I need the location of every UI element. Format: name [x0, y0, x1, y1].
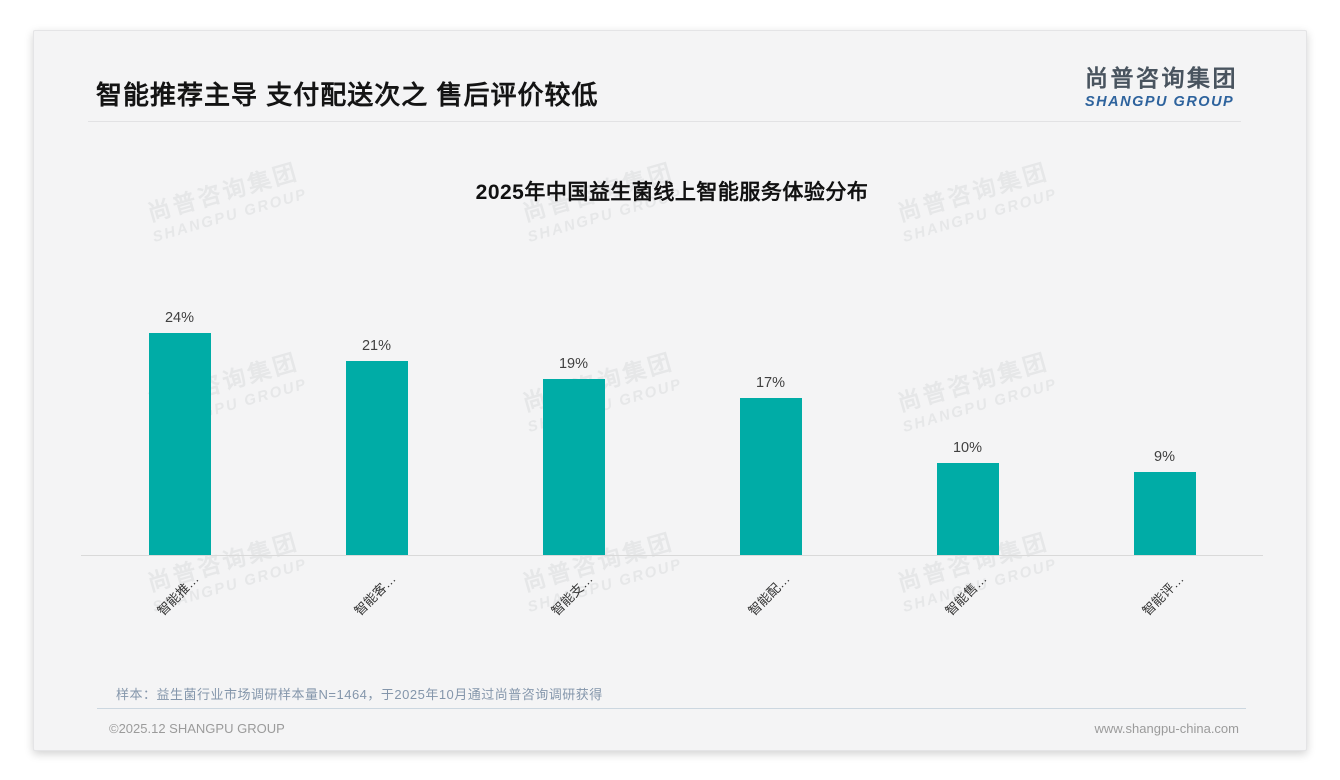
footer-divider [97, 708, 1246, 709]
bar-column: 24% [81, 301, 278, 555]
x-axis-category-label: 智能客… [351, 571, 400, 619]
sample-footnote: 样本：益生菌行业市场调研样本量N=1464，于2025年10月通过尚普咨询调研获… [116, 687, 603, 702]
bar-value-label: 21% [361, 337, 392, 354]
bar-chart-plot-area: 24% 21% 19% 17% 10% 9% [81, 301, 1263, 556]
bar-column: 17% [672, 301, 869, 555]
x-axis-category-label: 智能售… [942, 571, 991, 619]
logo-english-name: SHANGPU GROUP [1085, 94, 1235, 110]
bar [148, 333, 211, 555]
report-card: 尚普咨询集团 SHANGPU GROUP 尚普咨询集团 SHANGPU GROUP 尚普… [33, 30, 1307, 751]
bar [542, 379, 605, 555]
chart-title: 2025年中国益生菌线上智能服务体验分布 [475, 181, 869, 204]
page-title: 智能推荐主导 支付配送次之 售后评价较低 [96, 80, 599, 110]
bar-column: 10% [869, 301, 1066, 555]
x-axis-category-label: 智能支… [548, 571, 597, 619]
bar-column: 21% [278, 301, 475, 555]
bar [345, 360, 408, 555]
bar-value-label: 19% [558, 356, 589, 373]
x-axis-category-label: 智能评… [1139, 571, 1188, 619]
company-logo: 尚普咨询集团 SHANGPU GROUP [1085, 59, 1238, 110]
bar [739, 397, 802, 555]
bar-value-label: 24% [164, 310, 195, 326]
x-axis-labels: 智能推… 智能客… 智能支… 智能配… 智能售… 智能评… [81, 557, 1263, 647]
bar-column: 9% [1066, 301, 1263, 555]
header-divider [88, 121, 1241, 122]
website-url: www.shangpu-china.com [1094, 721, 1239, 736]
logo-chinese-name: 尚普咨询集团 [1085, 65, 1238, 91]
bar [936, 462, 999, 555]
bar-column: 19% [475, 301, 672, 555]
x-axis-category-label: 智能配… [745, 571, 794, 619]
bar-value-label: 10% [952, 439, 983, 456]
bar [1133, 471, 1196, 555]
bar-value-label: 9% [1154, 448, 1175, 465]
copyright-text: ©2025.12 SHANGPU GROUP [109, 721, 285, 736]
x-axis-category-label: 智能推… [154, 571, 203, 619]
bar-value-label: 17% [755, 374, 786, 391]
